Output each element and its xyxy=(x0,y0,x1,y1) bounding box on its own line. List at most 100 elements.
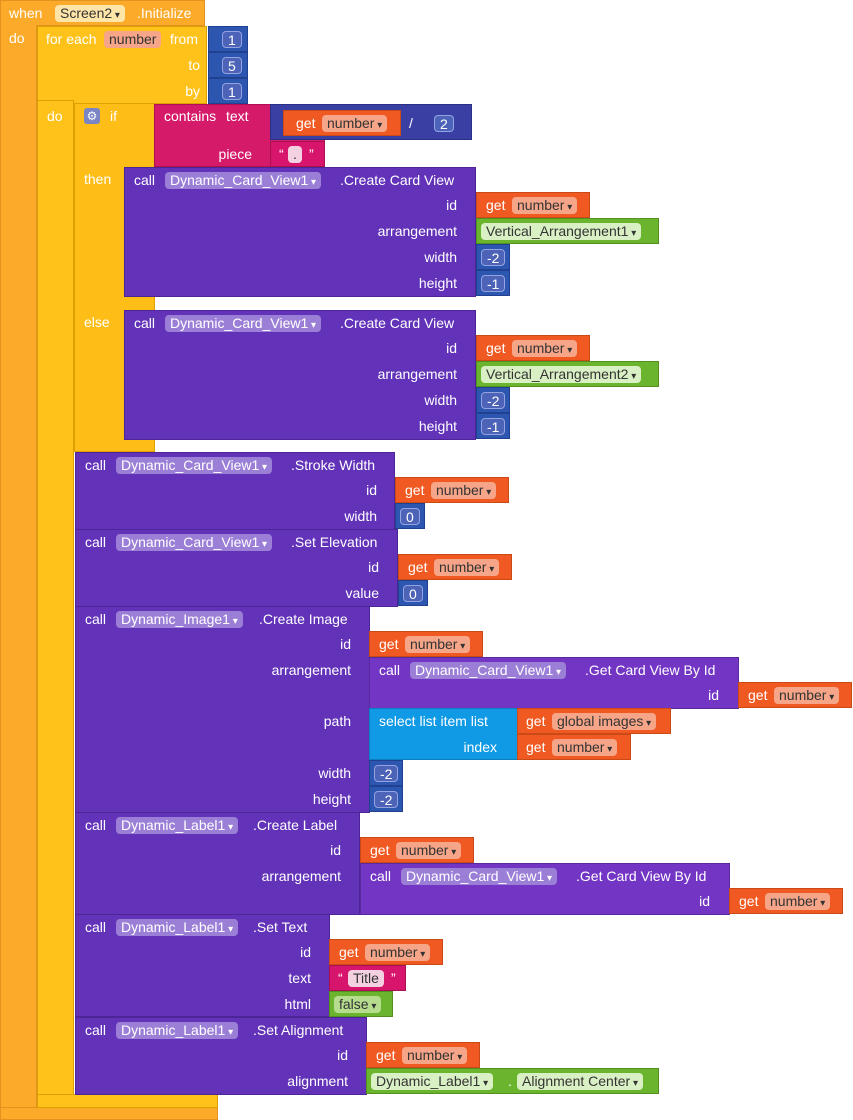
width-value[interactable]: -2 xyxy=(374,765,399,782)
get-label: get xyxy=(339,944,359,960)
get-label: get xyxy=(370,842,390,858)
select-list-item-block[interactable] xyxy=(369,708,519,760)
call-label: call xyxy=(85,534,107,550)
number-dropdown[interactable]: number xyxy=(765,893,831,910)
width-value[interactable]: -2 xyxy=(481,249,506,266)
component-dropdown[interactable]: Dynamic_Card_View1 xyxy=(165,172,322,189)
number-dropdown[interactable]: number xyxy=(774,687,840,704)
for-each-label: for each xyxy=(46,31,97,47)
id-label: id xyxy=(337,1047,348,1063)
method-label: .Get Card View By Id xyxy=(585,662,716,678)
call-label: call xyxy=(85,919,107,935)
width-label: width xyxy=(424,249,457,265)
width-label: width xyxy=(424,392,457,408)
get-label: get xyxy=(739,893,759,909)
call-label: call xyxy=(85,817,107,833)
number-dropdown[interactable]: number xyxy=(431,482,497,499)
method-label: .Create Card View xyxy=(340,315,455,331)
get-label: get xyxy=(486,340,506,356)
component-dropdown[interactable]: Dynamic_Card_View1 xyxy=(116,534,273,551)
event-bottom xyxy=(0,1107,218,1120)
event-name: .Initialize xyxy=(137,5,192,21)
contains-text-label: text xyxy=(226,108,249,124)
component-dropdown[interactable]: Dynamic_Label1 xyxy=(116,919,239,936)
number-dropdown[interactable]: number xyxy=(396,842,462,859)
method-label: .Stroke Width xyxy=(291,457,376,473)
component-dropdown[interactable]: Dynamic_Label1 xyxy=(116,817,239,834)
id-label: id xyxy=(330,842,341,858)
arrangement-label: arrangement xyxy=(377,223,457,239)
arrangement-label: arrangement xyxy=(261,868,341,884)
html-label: html xyxy=(284,996,311,1012)
screen-dropdown[interactable]: Screen2 xyxy=(55,5,125,22)
create-image-block[interactable] xyxy=(75,606,370,813)
width-label: width xyxy=(344,508,377,524)
call-label: call xyxy=(134,172,156,188)
get-label: get xyxy=(379,636,399,652)
get-label: get xyxy=(405,482,425,498)
id-label: id xyxy=(366,482,377,498)
from-label: from xyxy=(170,31,198,47)
number-dropdown[interactable]: number xyxy=(405,636,471,653)
for-each-bottom xyxy=(37,1094,218,1108)
width-label: width xyxy=(318,765,351,781)
event-body-bar xyxy=(0,25,37,1110)
divisor-value[interactable]: 2 xyxy=(434,115,454,132)
to-value[interactable]: 5 xyxy=(222,57,242,74)
get-label: get xyxy=(296,115,316,131)
id-label: id xyxy=(340,636,351,652)
divide-op: / xyxy=(409,115,413,131)
stroke-width-value[interactable]: 0 xyxy=(400,508,420,525)
for-do-label: do xyxy=(47,108,63,124)
get-label: get xyxy=(748,687,768,703)
quote-open: “ xyxy=(279,146,284,162)
loop-var[interactable]: number xyxy=(104,31,162,48)
quote-open: “ xyxy=(338,970,343,986)
global-images-dropdown[interactable]: global images xyxy=(552,713,657,730)
alignment-component-dropdown[interactable]: Dynamic_Label1 xyxy=(371,1073,494,1090)
component-dropdown[interactable]: Dynamic_Card_View1 xyxy=(401,868,558,885)
arrangement-dropdown[interactable]: Vertical_Arrangement2 xyxy=(481,366,642,383)
get-label: get xyxy=(526,713,546,729)
event-do-label: do xyxy=(9,30,25,46)
number-dropdown[interactable]: number xyxy=(402,1047,468,1064)
alignment-value-dropdown[interactable]: Alignment Center xyxy=(517,1073,643,1090)
height-value[interactable]: -1 xyxy=(481,275,506,292)
number-dropdown[interactable]: number xyxy=(512,340,578,357)
from-value[interactable]: 1 xyxy=(222,31,242,48)
by-label: by xyxy=(185,83,200,99)
component-dropdown[interactable]: Dynamic_Card_View1 xyxy=(410,662,567,679)
number-dropdown[interactable]: number xyxy=(322,115,388,132)
contains-label: contains xyxy=(164,108,217,124)
gear-icon[interactable]: ⚙ xyxy=(84,108,100,124)
number-dropdown[interactable]: number xyxy=(552,739,618,756)
arrangement-label: arrangement xyxy=(377,366,457,382)
height-value[interactable]: -2 xyxy=(374,791,399,808)
path-label: path xyxy=(323,713,351,729)
component-dropdown[interactable]: Dynamic_Label1 xyxy=(116,1022,239,1039)
quote-close: ” xyxy=(309,146,314,162)
component-dropdown[interactable]: Dynamic_Card_View1 xyxy=(116,457,273,474)
number-dropdown[interactable]: number xyxy=(434,559,500,576)
elevation-value[interactable]: 0 xyxy=(403,585,423,602)
height-label: height xyxy=(418,275,457,291)
text-label: text xyxy=(288,970,311,986)
call-label: call xyxy=(85,611,107,627)
number-dropdown[interactable]: number xyxy=(512,197,578,214)
height-value[interactable]: -1 xyxy=(481,418,506,435)
call-label: call xyxy=(134,315,156,331)
then-label: then xyxy=(84,171,112,187)
arrangement-dropdown[interactable]: Vertical_Arrangement1 xyxy=(481,223,642,240)
width-value[interactable]: -2 xyxy=(481,392,506,409)
text-string-value[interactable]: Title xyxy=(348,970,384,987)
index-label: index xyxy=(463,739,497,755)
piece-string-value[interactable]: . xyxy=(288,146,302,163)
call-label: call xyxy=(370,868,392,884)
number-dropdown[interactable]: number xyxy=(365,944,431,961)
component-dropdown[interactable]: Dynamic_Card_View1 xyxy=(165,315,322,332)
false-dropdown[interactable]: false xyxy=(334,996,382,1013)
by-value[interactable]: 1 xyxy=(222,83,242,100)
component-dropdown[interactable]: Dynamic_Image1 xyxy=(116,611,243,628)
call-label: call xyxy=(85,457,107,473)
method-label: .Create Image xyxy=(259,611,348,627)
